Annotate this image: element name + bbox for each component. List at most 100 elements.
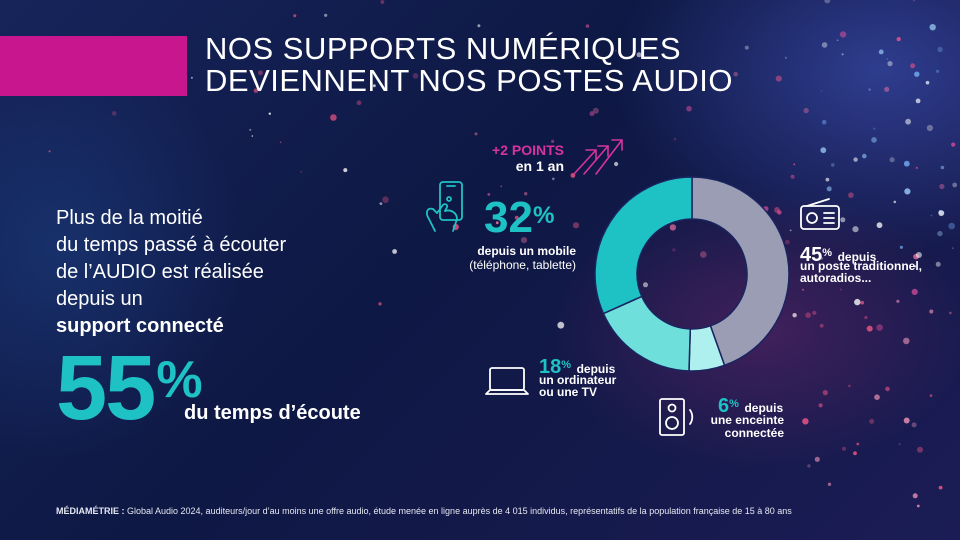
radio-icon bbox=[800, 198, 840, 230]
bokeh-dot bbox=[551, 139, 555, 143]
bokeh-dot bbox=[926, 124, 934, 132]
speaker-number: 6 bbox=[718, 395, 730, 417]
bokeh-dot bbox=[886, 58, 889, 60]
bokeh-dot bbox=[853, 451, 857, 456]
computer-value: 18% depuis bbox=[539, 357, 615, 379]
bokeh-dot bbox=[915, 166, 918, 169]
bokeh-dot bbox=[935, 261, 941, 267]
radio-value: 45% depuis bbox=[800, 245, 876, 267]
bokeh-dot bbox=[636, 52, 642, 58]
bokeh-dot bbox=[572, 222, 580, 229]
bokeh-dot bbox=[789, 229, 792, 232]
headline-value: 55% bbox=[56, 342, 203, 434]
bokeh-dot bbox=[356, 100, 362, 106]
bokeh-dot bbox=[802, 418, 809, 425]
bokeh-dot bbox=[825, 177, 830, 182]
bokeh-dot bbox=[862, 153, 867, 159]
bokeh-dot bbox=[898, 443, 901, 446]
bokeh-dot bbox=[936, 69, 940, 73]
bokeh-dot bbox=[807, 464, 811, 468]
bokeh-dot bbox=[899, 245, 904, 249]
bokeh-dot bbox=[939, 210, 943, 213]
bokeh-dot bbox=[253, 88, 259, 93]
intro-text: Plus de la moitié du temps passé à écout… bbox=[56, 205, 286, 340]
bokeh-dot bbox=[258, 70, 263, 76]
mobile-value: 32% bbox=[484, 196, 554, 240]
bokeh-dot bbox=[372, 84, 376, 88]
bokeh-dot bbox=[929, 309, 934, 314]
bokeh-dot bbox=[864, 315, 868, 320]
bokeh-dot bbox=[380, 0, 385, 4]
bokeh-dot bbox=[378, 302, 382, 306]
bokeh-dot bbox=[330, 114, 337, 121]
bokeh-dot bbox=[905, 118, 911, 125]
title-line-1: NOS SUPPORTS NUMÉRIQUES bbox=[205, 31, 682, 66]
bokeh-dot bbox=[249, 128, 252, 132]
bokeh-dot bbox=[400, 43, 403, 46]
trend-callout: +2 POINTS en 1 an bbox=[446, 142, 564, 174]
laptop-icon bbox=[485, 367, 529, 395]
bokeh-dot bbox=[938, 210, 945, 217]
bokeh-dot bbox=[827, 482, 832, 486]
bokeh-dot bbox=[822, 390, 828, 396]
bokeh-dot bbox=[856, 442, 860, 446]
bokeh-dot bbox=[836, 39, 839, 42]
bokeh-dot bbox=[925, 80, 930, 85]
bokeh-dot bbox=[392, 249, 397, 254]
bokeh-dot bbox=[673, 137, 677, 141]
bokeh-dot bbox=[952, 182, 958, 188]
bokeh-dot bbox=[859, 257, 862, 260]
bokeh-dot bbox=[915, 98, 921, 104]
bokeh-dot bbox=[412, 73, 419, 79]
bokeh-dot bbox=[820, 257, 823, 260]
bokeh-dot bbox=[820, 147, 827, 154]
bokeh-dot bbox=[514, 215, 519, 220]
bokeh-dot bbox=[495, 221, 499, 225]
computer-number: 18 bbox=[539, 356, 562, 378]
bokeh-dot bbox=[884, 86, 890, 92]
computer-description: un ordinateur ou une TV bbox=[539, 374, 616, 398]
mobile-number: 32 bbox=[484, 193, 533, 242]
bokeh-dot bbox=[916, 504, 920, 508]
bokeh-dot bbox=[949, 311, 952, 315]
bokeh-dot bbox=[592, 107, 599, 114]
donut-chart bbox=[594, 176, 790, 372]
bokeh-dot bbox=[672, 248, 676, 252]
bokeh-dot bbox=[848, 384, 851, 388]
bokeh-dot bbox=[903, 417, 910, 424]
bokeh-dot bbox=[911, 288, 918, 295]
bokeh-dot bbox=[826, 186, 832, 192]
bokeh-dot bbox=[268, 112, 271, 115]
bokeh-dot bbox=[251, 135, 254, 137]
bokeh-dot bbox=[839, 288, 843, 291]
trend-arrows-icon bbox=[573, 139, 623, 175]
bokeh-dot bbox=[477, 24, 481, 28]
speaker-description: une enceinte connectée bbox=[680, 414, 784, 440]
mobile-unit: % bbox=[532, 202, 555, 229]
source-label: MÉDIAMÉTRIE : bbox=[56, 506, 125, 516]
mobile-label: depuis un mobile bbox=[477, 244, 576, 258]
bokeh-dot bbox=[948, 222, 955, 230]
bokeh-dot bbox=[913, 0, 916, 2]
bokeh-dot bbox=[852, 226, 859, 233]
bokeh-dot bbox=[792, 313, 797, 318]
bokeh-dot bbox=[860, 300, 865, 305]
bokeh-dot bbox=[878, 49, 884, 55]
bokeh-dot bbox=[300, 170, 303, 173]
bokeh-dot bbox=[812, 310, 817, 315]
speaker-line-1: une enceinte bbox=[710, 413, 784, 427]
bokeh-dot bbox=[821, 119, 827, 125]
bokeh-dot bbox=[871, 137, 877, 143]
intro-line-3: de l’AUDIO est réalisée bbox=[56, 261, 264, 283]
bokeh-dot bbox=[733, 71, 738, 77]
bokeh-dot bbox=[842, 446, 846, 451]
radio-number: 45 bbox=[800, 244, 823, 266]
bokeh-dot bbox=[803, 107, 809, 114]
bokeh-dot bbox=[700, 251, 707, 258]
title-accent-bar bbox=[0, 36, 187, 96]
bokeh-dot bbox=[775, 75, 782, 82]
radio-word: depuis bbox=[837, 250, 877, 264]
bokeh-dot bbox=[111, 111, 117, 116]
computer-unit: % bbox=[561, 359, 572, 371]
bokeh-dot bbox=[938, 485, 943, 490]
